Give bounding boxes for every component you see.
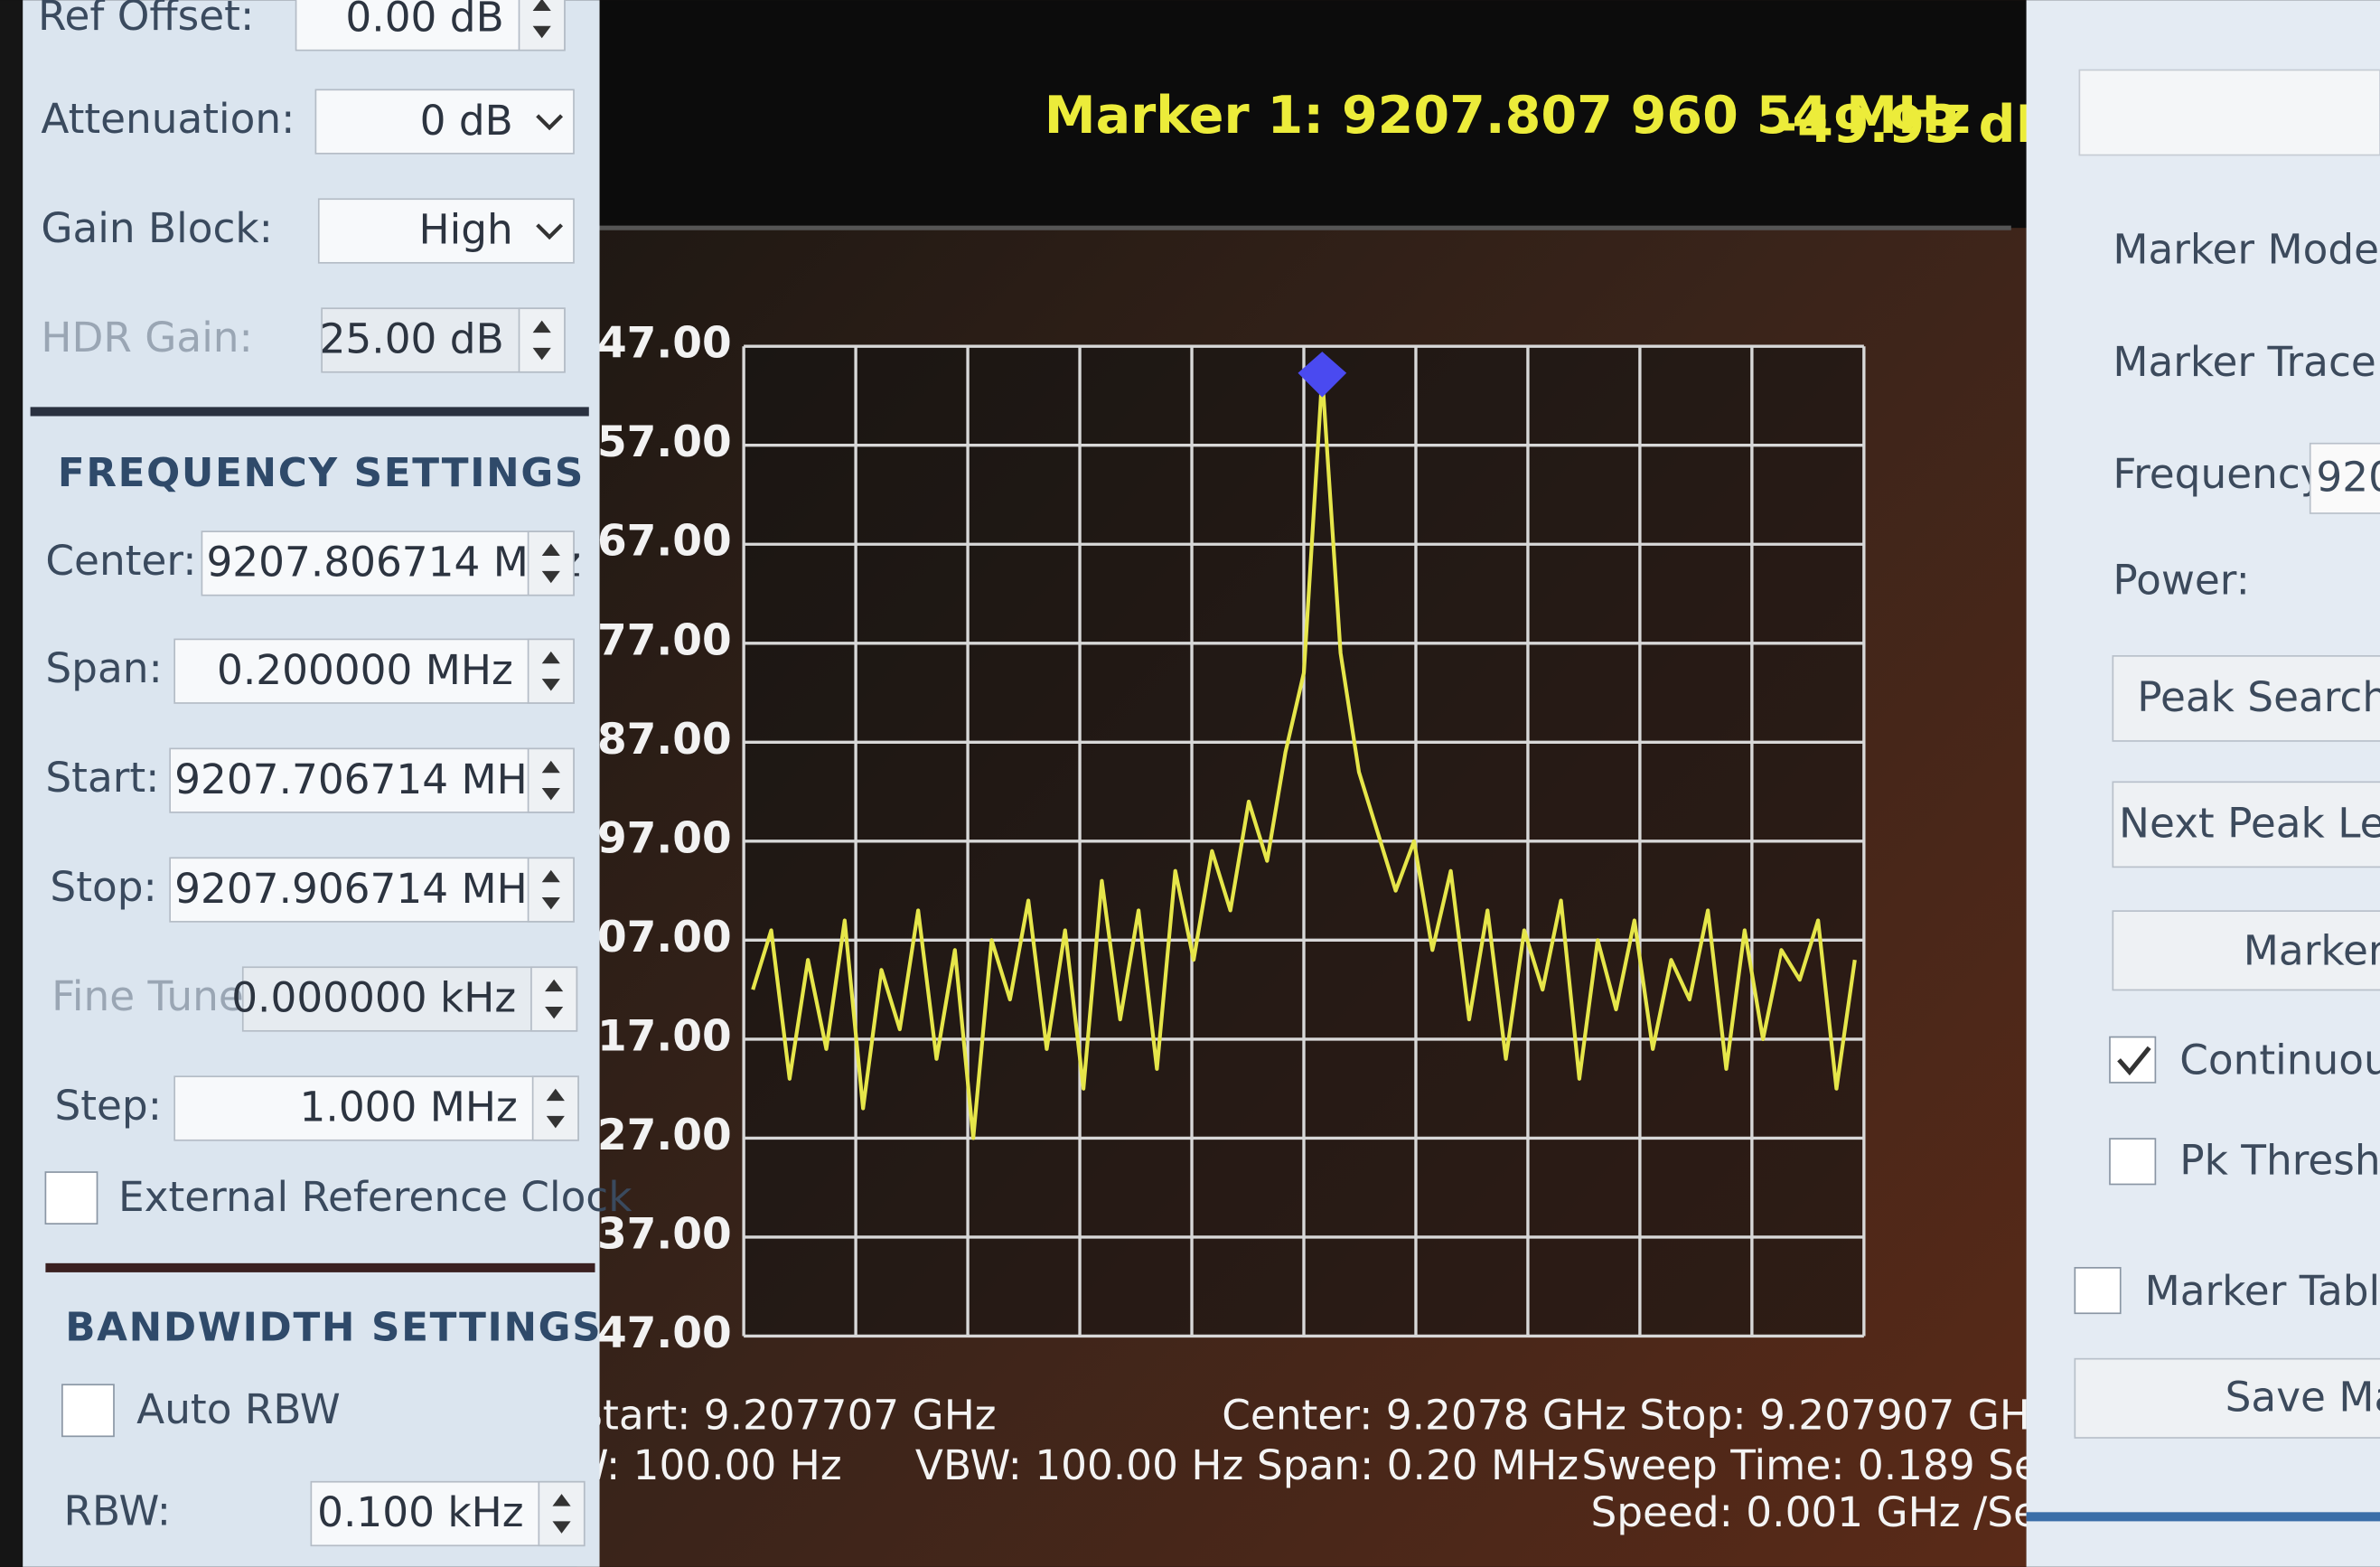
field-label: Center: [45,537,196,585]
input[interactable] [2309,442,2380,514]
spinner[interactable] [527,638,575,704]
input-value: 1.000 MHz [300,1084,518,1131]
field-label: Attenuation: [41,95,295,143]
marker-frequency: Marker 1: 9207.807 960 54 MHz [1045,86,1971,145]
spinner-arrows [541,869,560,910]
spinner-arrows [552,1494,571,1534]
footer-span: Span: 0.20 MHz [1257,1441,1579,1489]
field-label: Span: [45,644,162,692]
y-tick-label: -87.00 [579,715,731,765]
label: Power: [2113,557,2250,605]
checkbox-label: External Reference Clock [118,1173,632,1221]
input-value: 920 [2316,454,2380,502]
input[interactable] [169,857,575,923]
footer-stop: Stop: 9.207907 GHz [1639,1392,2052,1440]
field-label: RBW: [64,1487,171,1535]
label: Marker Trace: [2113,338,2380,386]
field-label: Stop: [50,863,156,911]
y-tick-label: -67.00 [579,517,731,567]
spinner-arrows [541,760,560,801]
progress [2026,1512,2380,1522]
input[interactable] [173,1075,579,1141]
section-title: FREQUENCY SETTINGS [58,450,585,496]
input-value: 0.000000 kHz [231,974,516,1022]
checkbox-label: Auto RBW [136,1385,341,1433]
input[interactable] [201,530,575,596]
input-value: 9207.806714 MHz [206,539,580,586]
spinner-arrows [541,543,560,584]
footer-speed: Speed: 0.001 GHz /Sec [1590,1488,2060,1536]
footer-sweep: Sweep Time: 0.189 Sec [1581,1441,2061,1489]
spinner[interactable] [531,1075,579,1141]
input-value: 9207.706714 MHz [174,755,548,803]
dropdown-arrow [536,114,564,131]
y-tick-label: -57.00 [579,418,731,467]
spinner[interactable] [538,1480,586,1547]
dropdown[interactable] [2078,69,2380,156]
checkbox-label: Pk Thresh. [2179,1136,2380,1184]
field-label: Ref Offset: [38,0,254,40]
input-value: 0.00 dB [345,0,503,42]
button[interactable] [2112,655,2380,742]
input-value: 0 dB [420,97,513,145]
input[interactable] [173,638,575,704]
input[interactable] [314,89,575,155]
separator [30,407,589,417]
y-tick-label: -77.00 [579,615,731,665]
input-value: 0.100 kHz [317,1488,523,1536]
button-label: Save Mar [2225,1374,2380,1422]
field-label: Start: [45,754,159,802]
input[interactable] [317,198,575,264]
footer-vbw: VBW: 100.00 Hz [915,1441,1243,1489]
y-tick-label: -47.00 [579,319,731,369]
button-label: Next Peak Left [2119,800,2380,848]
input-value: 25.00 dB [320,315,504,363]
marker-strip [576,0,2027,229]
spinner[interactable] [518,307,566,373]
checkbox[interactable] [2109,1138,2157,1186]
footer-center: Center: 9.2078 GHz [1222,1392,1626,1440]
button[interactable] [2112,781,2380,868]
checkbox[interactable] [44,1171,98,1225]
label: Marker Mode [2113,226,2379,274]
button[interactable] [2074,1357,2380,1439]
checkbox-label: Marker Table [2145,1267,2380,1315]
spinner[interactable] [530,966,578,1032]
field-label: Step: [54,1082,162,1130]
dropdown-arrow [536,223,564,240]
input-value: High [419,206,513,254]
input-value: 0.200000 MHz [217,646,513,694]
label: Frequency [2113,450,2324,498]
marker [1298,352,1347,398]
field-label: Gain Block: [41,204,273,252]
spinner-arrows [545,979,564,1019]
separator [45,1262,595,1272]
button-label: Peak Search [2137,673,2380,721]
checkbox[interactable] [2074,1267,2122,1315]
spinner-arrows [532,0,551,39]
spinner[interactable] [527,530,575,596]
button[interactable] [2112,910,2380,991]
section-title: BANDWIDTH SETTINGS [65,1305,602,1351]
input-value: 9207.906714 MHz [174,865,548,913]
field-label: Fine Tune [52,972,244,1020]
trace [751,374,1857,1140]
button-label: Marker [2244,927,2380,975]
check-mark [2117,1046,2151,1076]
y-tick-label: -97.00 [579,813,731,863]
spinner-arrows [532,320,551,361]
checkbox[interactable] [2109,1036,2157,1084]
spinner-arrows [541,651,560,691]
checkbox[interactable] [61,1384,115,1438]
spinner-arrows [546,1088,565,1129]
field-label: HDR Gain: [41,314,252,361]
input[interactable] [241,966,578,1032]
spinner[interactable] [527,747,575,813]
spinner[interactable] [527,857,575,923]
footer-start: Start: 9.207707 GHz [576,1392,996,1440]
checkbox-label: Continuous [2179,1037,2380,1084]
